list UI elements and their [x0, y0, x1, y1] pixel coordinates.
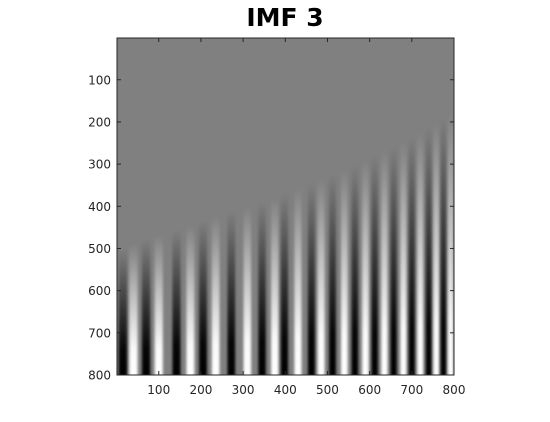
heatmap-stripe-light	[433, 122, 440, 375]
heatmap-stripe-dark	[258, 201, 266, 375]
heatmap-stripe-light	[340, 169, 348, 375]
y-tick-label: 600	[88, 284, 111, 298]
heatmap-stripe-dark	[141, 239, 151, 375]
heatmap-stripe-light	[317, 178, 325, 375]
x-tick-label: 400	[274, 383, 297, 397]
heatmap-stripe-dark	[172, 229, 181, 375]
x-tick-label: 800	[443, 383, 466, 397]
heatmap-stripe-light	[211, 215, 220, 375]
heatmap-stripe-dark	[425, 127, 432, 376]
heatmap-stripe-light	[417, 132, 424, 375]
heatmap-stripe-dark	[199, 220, 207, 375]
heatmap-stripe-dark	[280, 192, 289, 375]
x-tick-label: 100	[147, 383, 170, 397]
y-tick-label: 400	[88, 200, 111, 214]
heatmap-stripe-dark	[390, 146, 397, 375]
heatmap-stripe-dark	[440, 118, 447, 376]
heatmap-stripe-light	[381, 150, 388, 375]
heatmap-stripe-light	[243, 206, 252, 375]
heatmap-stripe-light	[271, 197, 279, 375]
x-tick-label: 500	[316, 383, 339, 397]
heatmap-stripes	[118, 113, 454, 376]
chart-title: IMF 3	[246, 3, 323, 32]
heatmap-stripe-dark	[351, 164, 359, 375]
heatmap-stripe-dark	[307, 183, 315, 375]
x-tick-label: 700	[400, 383, 423, 397]
y-tick-label: 100	[88, 73, 111, 87]
x-tick-label: 200	[189, 383, 212, 397]
y-tick-label: 500	[88, 242, 111, 256]
heatmap-stripe-dark	[227, 211, 236, 375]
y-tick-label: 300	[88, 158, 111, 172]
heatmap-stripe-light	[400, 141, 407, 375]
heatmap-stripe-dark	[408, 136, 415, 375]
y-tick-label: 800	[88, 369, 111, 383]
y-axis: 100 200 300 400 500 600 700 800	[88, 73, 454, 383]
heatmap-stripe-light	[154, 234, 163, 375]
heatmap-stripe-light	[362, 160, 369, 375]
x-tick-label: 600	[358, 383, 381, 397]
heatmap-stripe-light	[129, 243, 138, 375]
heatmap-stripe-dark	[371, 155, 378, 375]
y-tick-label: 200	[88, 115, 111, 129]
heatmap-stripe-light	[447, 113, 454, 375]
x-axis: 100 200 300 400 500 600 700 800	[147, 38, 465, 397]
heatmap-stripe-dark	[118, 248, 128, 375]
heatmap-stripe-dark	[329, 174, 336, 375]
heatmap-stripe-light	[294, 187, 302, 375]
x-tick-label: 300	[232, 383, 255, 397]
heatmap-stripe-light	[186, 225, 195, 375]
y-tick-label: 700	[88, 326, 111, 340]
plot-area	[116, 37, 455, 376]
